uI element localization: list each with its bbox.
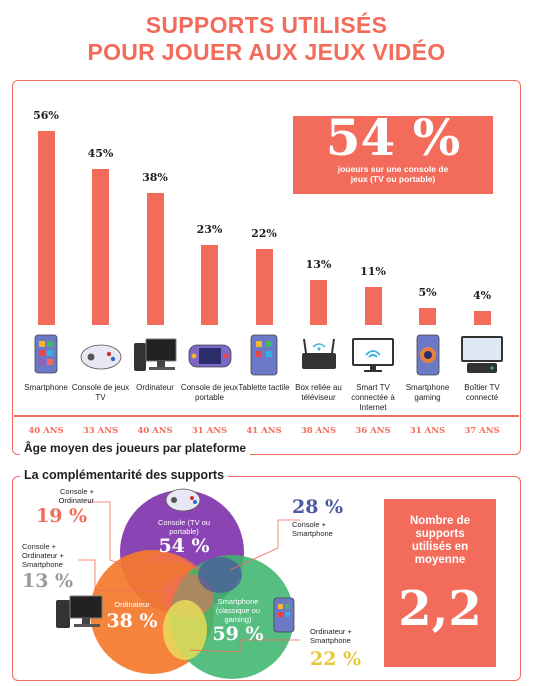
category-label: Smart TV connectée à Internet	[351, 383, 395, 412]
age-label: 36 ANS	[355, 426, 391, 436]
bar-value-label: 56%	[33, 108, 59, 122]
gamepad-icon	[78, 333, 124, 377]
category-label: Smartphone	[24, 383, 68, 392]
computer-icon	[132, 333, 178, 377]
category-label: Console de jeux portable	[180, 383, 239, 402]
category-label: Console de jeux TV	[71, 383, 130, 402]
computer-smartphone-value: 22 %	[310, 648, 362, 670]
category-label: Ordinateur	[136, 383, 174, 392]
venn-computer-label: Ordinateur	[114, 600, 150, 609]
venn-smartphone-value: 59 %	[212, 623, 264, 645]
bar-9	[473, 311, 491, 325]
overlap-console-computer	[124, 552, 210, 580]
bar-value-label: 5%	[418, 285, 437, 299]
all-three-value: 13 %	[22, 570, 74, 592]
title-line-1: SUPPORTS UTILISÉS	[145, 12, 388, 38]
bar-6	[310, 279, 327, 325]
smart-tv-icon	[350, 333, 396, 377]
console-smartphone-label: Console + Smartphone	[292, 520, 333, 538]
highlight-box: 54 % joueurs sur une console de jeux (TV…	[293, 112, 493, 194]
gaming-phone-icon	[405, 333, 451, 377]
bar-value-label: 4%	[472, 289, 492, 303]
bar-value-label: 22%	[251, 226, 277, 240]
highlight-value: 54 %	[325, 108, 461, 167]
age-separator-line	[14, 415, 519, 417]
pointer-computer-smartphone	[189, 639, 300, 653]
bar-value-label: 11%	[360, 264, 386, 278]
bar-5	[255, 248, 273, 325]
age-label: 31 ANS	[409, 426, 446, 436]
title-line-2: POUR JOUER AUX JEUX VIDÉO	[87, 39, 446, 65]
bar-value-label: 45%	[87, 147, 114, 160]
venn-section-title: La complémentarité des supports	[20, 468, 229, 482]
age-label: 40 ANS	[137, 426, 173, 436]
all-three-label: Console + Ordinateur + Smartphone	[22, 542, 64, 569]
overlap-console-smartphone	[198, 557, 242, 593]
highlight-caption: joueurs sur une console de jeux (TV ou p…	[337, 164, 449, 184]
console-computer-value: 19 %	[36, 505, 88, 527]
age-label: 41 ANS	[246, 426, 282, 436]
category-label: Box reliée au téléviseur	[295, 383, 342, 402]
venn-console-label: Console (TV ou portable)	[157, 518, 211, 536]
age-label: 33 ANS	[82, 426, 119, 436]
age-section-title: Âge moyen des joueurs par plateforme	[20, 441, 251, 455]
bar-value-label: 13%	[305, 257, 332, 271]
age-label: 37 ANS	[464, 426, 500, 436]
average-label: Nombre de supports utilisés en moyenne	[409, 515, 471, 566]
bar-value-label: 38%	[142, 171, 168, 185]
smartphone-icon	[273, 597, 295, 633]
average-box: Nombre de supports utilisés en moyenne 2…	[384, 499, 496, 667]
bar-3	[146, 193, 164, 325]
bar-value-label: 23%	[196, 223, 223, 237]
smartphone-icon	[23, 333, 69, 377]
age-label: 40 ANS	[28, 426, 64, 436]
category-label: Boîtier TV connecté	[464, 383, 500, 402]
venn-computer-value: 38 %	[106, 610, 158, 632]
bar-7	[364, 286, 382, 325]
bar-chart-frame	[12, 80, 521, 455]
tv-box-connected-icon	[459, 333, 505, 377]
average-value: 2,2	[398, 581, 482, 637]
tablet-icon	[241, 333, 287, 377]
venn-frame	[12, 476, 521, 681]
gamepad-icon	[165, 488, 201, 512]
bar-1	[37, 130, 55, 325]
venn-smartphone-label: Smartphone (classique ou gaming)	[215, 597, 261, 624]
category-label: Smartphone gaming	[405, 383, 450, 402]
pointer-all-three	[78, 559, 181, 593]
console-smartphone-value: 28 %	[292, 496, 344, 518]
category-label: Tablette tactile	[238, 383, 290, 392]
pointer-console-computer	[88, 501, 151, 576]
age-label: 31 ANS	[191, 426, 228, 436]
pointer-console-smartphone	[229, 519, 300, 571]
computer-icon	[56, 595, 103, 628]
handheld-console-icon	[187, 333, 233, 377]
overlap-computer-smartphone	[163, 600, 207, 660]
console-computer-label: Console + Ordinateur	[58, 487, 94, 505]
age-label: 38 ANS	[300, 426, 337, 436]
computer-smartphone-label: Ordinateur + Smartphone	[310, 627, 352, 645]
bar-2	[92, 169, 109, 325]
bar-8	[419, 307, 436, 325]
tv-box-icon	[296, 333, 342, 377]
bar-4	[201, 245, 218, 325]
venn-console-value: 54 %	[158, 535, 210, 557]
